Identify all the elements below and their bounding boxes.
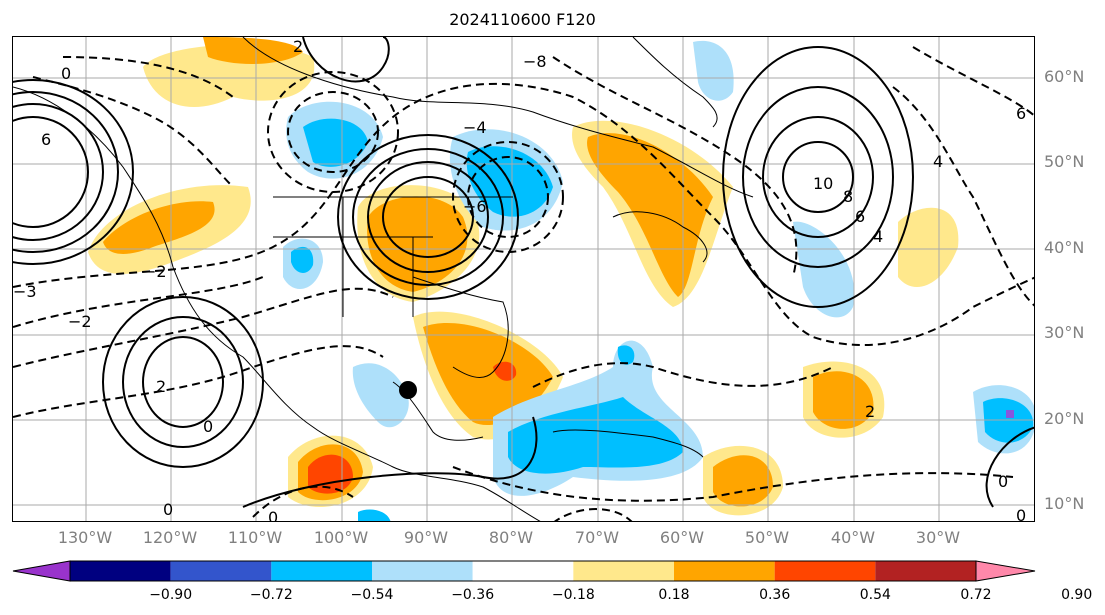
colorbar-tick-label: −0.54 xyxy=(350,587,394,603)
lon-label: 30°W xyxy=(915,528,961,547)
colorbar-extend-low xyxy=(12,560,71,582)
contour-label: −4 xyxy=(463,118,487,137)
colorbar-segment xyxy=(774,561,876,581)
contour-label: 6 xyxy=(1016,104,1026,123)
positive-anomaly-core xyxy=(367,196,468,292)
contour-label: 0 xyxy=(163,500,173,519)
positive-anomaly-core xyxy=(423,323,553,425)
contour-labels: 6 2 2 10 8 6 4 0 −2 −3 −2 −4 −6 2 4 6 0 … xyxy=(13,37,1026,522)
lat-label: 30°N xyxy=(1044,323,1085,342)
positive-contours xyxy=(13,37,1034,508)
negative-anomaly-region xyxy=(352,363,409,428)
colorbar xyxy=(12,560,1036,586)
negative-contours xyxy=(13,46,1034,521)
contour-label: 2 xyxy=(293,37,303,56)
contour-label: −3 xyxy=(13,282,37,301)
lat-label: 50°N xyxy=(1044,152,1085,171)
lon-label: 100°W xyxy=(313,528,369,547)
coastlines xyxy=(13,37,754,521)
colorbar-tick-label: 0.54 xyxy=(859,587,891,603)
contour-label: 6 xyxy=(855,207,865,226)
negative-anomaly-core xyxy=(508,397,683,474)
contour-label: 0 xyxy=(998,472,1008,491)
colorbar-segment xyxy=(271,561,372,581)
negative-anomaly-region xyxy=(793,221,855,318)
strong-negative-anomaly xyxy=(1006,410,1014,418)
colorbar-segment xyxy=(372,561,473,581)
colorbar-tick-label: 0.90 xyxy=(1061,587,1093,603)
positive-anomaly-core xyxy=(587,133,713,297)
negative-anomaly-core xyxy=(303,118,368,167)
lat-label: 20°N xyxy=(1044,409,1085,428)
colorbar-segment xyxy=(70,561,171,581)
negative-anomaly-core xyxy=(617,345,635,365)
colorbar-tick-label: 0.72 xyxy=(960,587,992,603)
lon-label: 130°W xyxy=(57,528,113,547)
contour-label: −2 xyxy=(68,312,92,331)
lat-label: 40°N xyxy=(1044,238,1085,257)
positive-anomaly-region xyxy=(898,207,959,287)
strong-positive-anomaly xyxy=(493,361,517,381)
contour-label: −8 xyxy=(523,52,547,71)
contour-label: 0 xyxy=(1016,506,1026,522)
lon-label: 70°W xyxy=(574,528,620,547)
lat-label: 60°N xyxy=(1044,67,1085,86)
positive-anomaly-core xyxy=(203,37,303,64)
contour-label: −6 xyxy=(463,197,487,216)
lon-label: 60°W xyxy=(659,528,705,547)
colorbar-tick-label: −0.72 xyxy=(249,587,293,603)
colorbar-tick-label: 0.18 xyxy=(658,587,690,603)
contour-label: 8 xyxy=(843,187,853,206)
contour-label: 0 xyxy=(268,508,278,522)
contour-label: 0 xyxy=(203,417,213,436)
anomaly-shading xyxy=(88,37,1034,521)
colorbar-svg xyxy=(12,560,1036,582)
lon-label: 120°W xyxy=(142,528,198,547)
colorbar-extend-high xyxy=(975,560,1036,582)
lon-label: 40°W xyxy=(830,528,876,547)
colorbar-tick-label: −0.18 xyxy=(551,587,595,603)
map-canvas: 6 2 2 10 8 6 4 0 −2 −3 −2 −4 −6 2 4 6 0 … xyxy=(13,37,1034,522)
contour-label: 6 xyxy=(41,130,51,149)
negative-anomaly-core xyxy=(291,246,314,273)
contour-label: 4 xyxy=(933,152,943,171)
negative-anomaly-region xyxy=(693,40,734,101)
colorbar-segment xyxy=(472,561,574,581)
lon-label: 50°W xyxy=(744,528,790,547)
contour-label: 4 xyxy=(873,227,883,246)
contour-label: 2 xyxy=(865,402,875,421)
map-panel: 6 2 2 10 8 6 4 0 −2 −3 −2 −4 −6 2 4 6 0 … xyxy=(12,36,1035,522)
lon-label: 80°W xyxy=(488,528,534,547)
positive-anomaly-core xyxy=(813,371,874,429)
colorbar-segment xyxy=(674,561,775,581)
contour-label: 10 xyxy=(813,174,833,193)
lat-label: 10°N xyxy=(1044,494,1085,513)
contour-label: 2 xyxy=(156,377,166,396)
storm-position-marker xyxy=(399,381,417,399)
graticule xyxy=(13,37,1034,521)
colorbar-segment xyxy=(573,561,674,581)
colorbar-segment xyxy=(875,561,976,581)
colorbar-tick-label: 0.36 xyxy=(759,587,791,603)
colorbar-segment xyxy=(170,561,272,581)
map-title: 2024110600 F120 xyxy=(449,10,596,29)
negative-anomaly-core xyxy=(358,509,391,521)
colorbar-tick-label: −0.36 xyxy=(451,587,495,603)
colorbar-tick-label: −0.90 xyxy=(149,587,193,603)
lon-label: 90°W xyxy=(403,528,449,547)
lon-label: 110°W xyxy=(227,528,283,547)
contour-label: 0 xyxy=(61,64,71,83)
contour-label: −2 xyxy=(143,262,167,281)
positive-anomaly-core xyxy=(713,455,773,507)
